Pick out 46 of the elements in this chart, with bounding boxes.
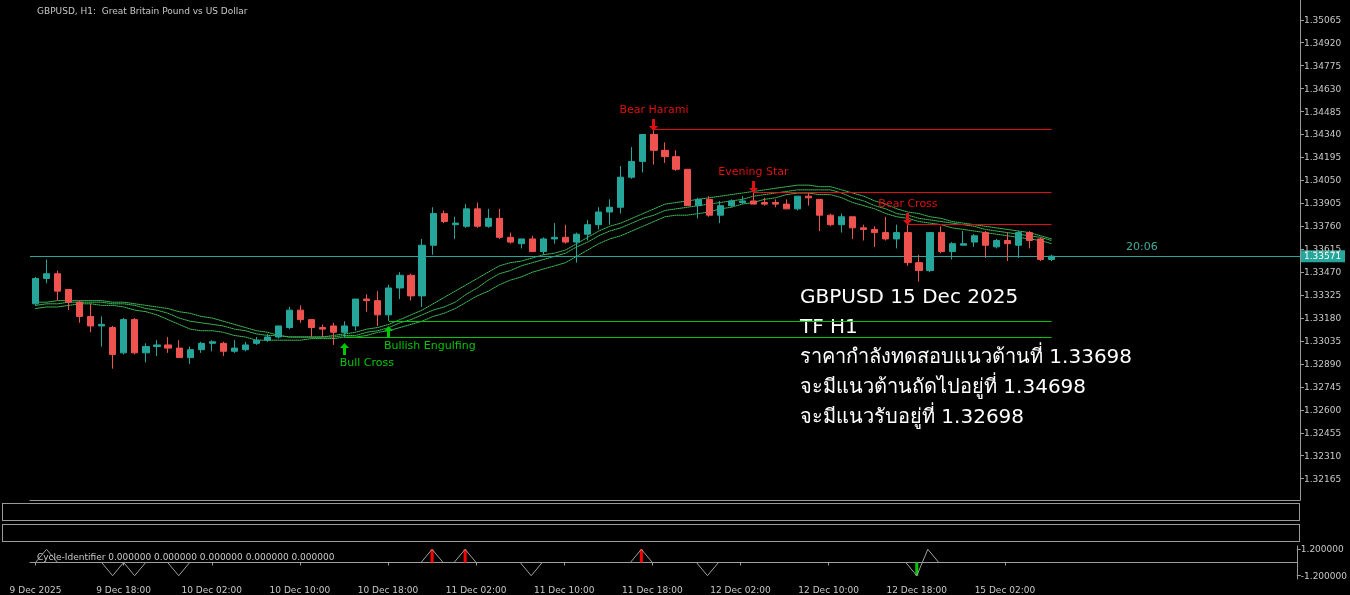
ref-line-label: Bear Harami [619, 102, 689, 116]
annotation: ราคากำลังทดสอบแนวต้านที่ 1.33698 [800, 342, 1133, 368]
x-tick-label: 11 Dec 02:00 [445, 584, 507, 595]
x-tick-label: 11 Dec 18:00 [622, 584, 683, 595]
ref-line-label: Bullish Engulfing [383, 338, 476, 352]
x-tick-label: 12 Dec 02:00 [710, 584, 772, 595]
y-tick-label: 1.200000 [1300, 544, 1345, 555]
y-tick-label: 1.34485 [1304, 106, 1342, 117]
y-tick-label: 1.33760 [1304, 221, 1342, 232]
ref-line-label: Evening Star [718, 164, 789, 178]
text: Cycle-Identifier 0.000000 0.000000 0.000000 0.000000 0.000000 [37, 551, 335, 562]
text: GBPUSD, H1: Great Britain Pound vs US Dollar [37, 5, 248, 16]
y-tick-label: 1.34340 [1304, 129, 1342, 140]
annotation: จะมีแนวรับอยู่ที่ 1.32698 [800, 402, 1025, 429]
ref-line-label: Bear Cross [878, 197, 938, 211]
x-tick-label: 10 Dec 02:00 [181, 584, 243, 595]
annotation: จะมีแนวต้านถัดไปอยู่ที่ 1.34698 [800, 372, 1087, 399]
x-tick-label: 15 Dec 02:00 [974, 584, 1036, 595]
legend-label: Bull Cross [339, 355, 395, 369]
y-tick-label: 1.33905 [1304, 198, 1342, 209]
x-tick-label: 10 Dec 18:00 [357, 584, 419, 595]
y-tick-label: 1.32165 [1304, 473, 1342, 484]
y-tick-label: 1.34195 [1304, 152, 1342, 163]
y-tick-label: 1.34050 [1304, 175, 1342, 186]
y-tick-label: 1.32600 [1304, 404, 1342, 415]
y-tick-label: 1.32745 [1304, 381, 1342, 392]
x-tick-label: 9 Dec 2025 [9, 584, 62, 595]
y-tick-label: 1.35065 [1304, 14, 1342, 25]
y-tick-label: 1.33470 [1304, 267, 1342, 278]
y-tick-label: -1.200000 [1300, 570, 1348, 581]
x-tick-label: 10 Dec 10:00 [269, 584, 331, 595]
y-tick-label: 1.33035 [1304, 335, 1342, 346]
x-tick-label: 12 Dec 10:00 [798, 584, 860, 595]
text: 20:06 [1126, 240, 1158, 253]
y-tick-label: 1.33325 [1304, 290, 1342, 301]
y-tick-label: 1.34630 [1304, 83, 1342, 94]
y-tick-label: 1.34775 [1304, 60, 1342, 71]
x-tick-label: 9 Dec 18:00 [96, 584, 152, 595]
x-tick-label: 12 Dec 18:00 [886, 584, 948, 595]
y-tick-label: 1.33180 [1304, 313, 1342, 324]
annotation: GBPUSD 15 Dec 2025 [800, 284, 1019, 308]
y-tick-label: 1.32890 [1304, 358, 1342, 369]
x-tick-label: 11 Dec 10:00 [534, 584, 595, 595]
y-tick-label: 1.32455 [1304, 427, 1342, 438]
y-tick-label: 1.34920 [1304, 37, 1342, 48]
y-tick-label: 1.32310 [1304, 450, 1342, 461]
